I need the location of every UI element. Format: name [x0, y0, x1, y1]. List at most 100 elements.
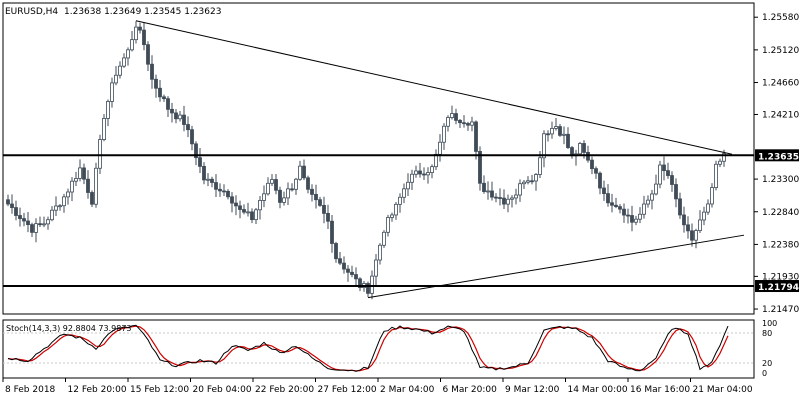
candle-down[interactable]	[418, 170, 422, 175]
candle-down[interactable]	[338, 258, 342, 264]
candle-up[interactable]	[102, 118, 106, 140]
candle-down[interactable]	[278, 189, 282, 203]
candle-down[interactable]	[230, 196, 234, 204]
candle-down[interactable]	[630, 215, 634, 223]
candle-down[interactable]	[366, 283, 370, 294]
candle-down[interactable]	[354, 274, 358, 280]
candle-down[interactable]	[30, 224, 34, 233]
candle-down[interactable]	[82, 167, 86, 180]
candle-up[interactable]	[66, 191, 70, 198]
candle-up[interactable]	[246, 211, 250, 214]
candle-up[interactable]	[526, 180, 530, 183]
candle-up[interactable]	[634, 218, 638, 223]
candle-up[interactable]	[550, 127, 554, 135]
candle-down[interactable]	[14, 207, 18, 216]
candle-down[interactable]	[530, 180, 534, 183]
candle-up[interactable]	[50, 209, 54, 221]
candle-down[interactable]	[90, 192, 94, 205]
candle-down[interactable]	[350, 271, 354, 275]
candle-up[interactable]	[706, 203, 710, 213]
candle-down[interactable]	[346, 268, 350, 273]
candle-down[interactable]	[242, 209, 246, 213]
candle-down[interactable]	[26, 220, 30, 225]
candle-down[interactable]	[606, 193, 610, 204]
candle-down[interactable]	[86, 178, 90, 193]
candle-up[interactable]	[698, 219, 702, 231]
candle-up[interactable]	[46, 219, 50, 225]
candle-up[interactable]	[382, 231, 386, 246]
candle-up[interactable]	[110, 82, 114, 102]
candle-down[interactable]	[666, 170, 670, 176]
candle-up[interactable]	[118, 65, 122, 76]
candle-down[interactable]	[690, 230, 694, 241]
candle-down[interactable]	[458, 119, 462, 124]
candle-down[interactable]	[498, 197, 502, 199]
candle-down[interactable]	[150, 63, 154, 80]
candle-down[interactable]	[558, 126, 562, 136]
candle-down[interactable]	[222, 190, 226, 193]
candle-up[interactable]	[654, 183, 658, 195]
candle-up[interactable]	[374, 259, 378, 277]
candle-down[interactable]	[622, 208, 626, 216]
candle-down[interactable]	[6, 199, 10, 205]
candle-up[interactable]	[94, 167, 98, 205]
candle-down[interactable]	[326, 212, 330, 222]
candle-down[interactable]	[234, 202, 238, 207]
candle-up[interactable]	[386, 217, 390, 233]
candle-up[interactable]	[62, 196, 66, 207]
candle-down[interactable]	[466, 123, 470, 126]
candle-down[interactable]	[166, 98, 170, 110]
candle-down[interactable]	[330, 220, 334, 244]
candle-down[interactable]	[210, 178, 214, 183]
candle-down[interactable]	[598, 172, 602, 189]
candle-up[interactable]	[710, 187, 714, 205]
candle-down[interactable]	[566, 133, 570, 148]
candle-up[interactable]	[702, 211, 706, 221]
candle-down[interactable]	[138, 26, 142, 31]
candle-up[interactable]	[578, 143, 582, 155]
candle-down[interactable]	[198, 157, 202, 167]
candle-up[interactable]	[410, 173, 414, 183]
candle-down[interactable]	[142, 29, 146, 46]
trendline-ascending[interactable]	[367, 234, 745, 299]
candle-up[interactable]	[126, 49, 130, 59]
candle-up[interactable]	[414, 170, 418, 175]
candle-up[interactable]	[514, 194, 518, 199]
candle-down[interactable]	[314, 193, 318, 201]
candle-down[interactable]	[358, 278, 362, 288]
candle-down[interactable]	[170, 108, 174, 114]
candle-down[interactable]	[202, 165, 206, 181]
candle-up[interactable]	[442, 125, 446, 143]
candle-down[interactable]	[190, 129, 194, 145]
candle-up[interactable]	[518, 183, 522, 196]
candle-up[interactable]	[450, 113, 454, 118]
candle-down[interactable]	[462, 122, 466, 125]
candle-up[interactable]	[486, 190, 490, 193]
candle-down[interactable]	[602, 187, 606, 194]
candle-down[interactable]	[18, 215, 22, 219]
candle-down[interactable]	[422, 173, 426, 176]
candle-down[interactable]	[310, 188, 314, 195]
candle-down[interactable]	[490, 190, 494, 198]
candle-up[interactable]	[658, 164, 662, 185]
candle-down[interactable]	[618, 206, 622, 210]
candle-up[interactable]	[694, 230, 698, 241]
candle-down[interactable]	[146, 44, 150, 65]
candle-down[interactable]	[162, 96, 166, 100]
candle-down[interactable]	[274, 179, 278, 191]
candle-up[interactable]	[398, 196, 402, 205]
candle-up[interactable]	[534, 174, 538, 182]
candle-down[interactable]	[186, 124, 190, 131]
candle-up[interactable]	[266, 182, 270, 195]
candle-up[interactable]	[298, 165, 302, 180]
candle-up[interactable]	[538, 157, 542, 175]
candle-up[interactable]	[130, 39, 134, 51]
candle-up[interactable]	[470, 121, 474, 126]
candle-down[interactable]	[502, 197, 506, 205]
candle-up[interactable]	[642, 203, 646, 215]
candle-up[interactable]	[42, 223, 46, 226]
candle-down[interactable]	[342, 262, 346, 270]
candle-down[interactable]	[10, 203, 14, 208]
candle-down[interactable]	[154, 78, 158, 89]
candle-down[interactable]	[22, 218, 26, 222]
